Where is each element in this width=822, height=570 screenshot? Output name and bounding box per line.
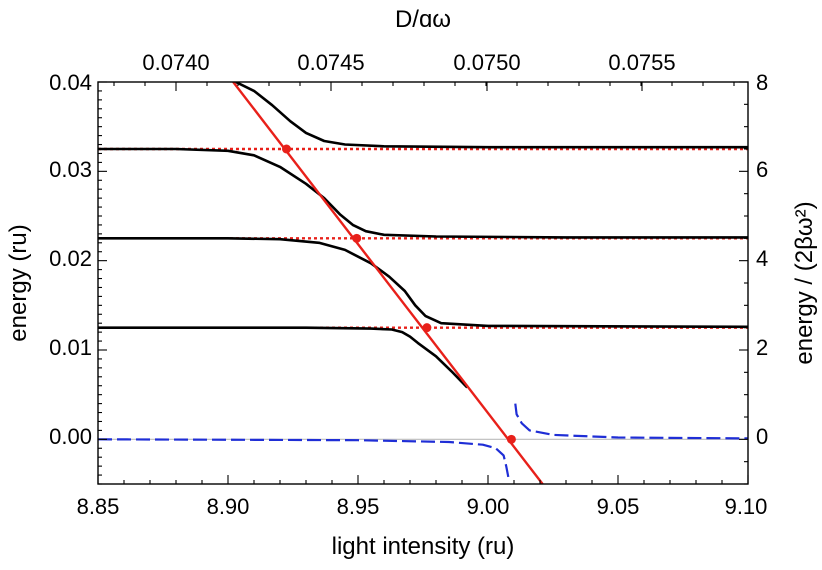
right-tick-labels: 0 2 4 6 8 xyxy=(756,70,768,449)
level-curve xyxy=(235,82,748,149)
crossing-marker xyxy=(282,144,291,154)
right-axis-title: energy / (2βω²) xyxy=(791,201,818,364)
top-tick-label: 0.0755 xyxy=(608,50,675,75)
x-tick-label: 8.90 xyxy=(207,494,250,519)
right-tick-label: 4 xyxy=(756,246,768,271)
dashed-curve xyxy=(98,438,510,478)
x-tick-label: 9.10 xyxy=(725,494,768,519)
crossing-marker xyxy=(506,434,516,444)
level-curve xyxy=(98,237,748,329)
top-axis-title: D/ɑω xyxy=(395,6,451,33)
crossing-marker xyxy=(352,233,362,243)
dashed-curve xyxy=(514,403,748,440)
right-tick-label: 0 xyxy=(756,424,768,449)
x-tick-label: 9.00 xyxy=(467,494,510,519)
y-tick-label: 0.04 xyxy=(49,70,92,95)
plot-lines xyxy=(98,82,748,484)
crossing-line xyxy=(232,82,544,484)
y-tick-label: 0.03 xyxy=(49,157,92,182)
plot-frame xyxy=(97,81,749,485)
y-tick-label: 0.00 xyxy=(49,424,92,449)
axis-ticks xyxy=(97,81,749,485)
y-tick-label: 0.01 xyxy=(49,335,92,360)
top-tick-label: 0.0750 xyxy=(453,50,520,75)
x-axis-title: light intensity (ru) xyxy=(332,533,515,560)
bottom-tick-labels: 8.85 8.90 8.95 9.00 9.05 9.10 xyxy=(77,494,768,519)
level-curve xyxy=(98,326,469,389)
x-tick-label: 8.85 xyxy=(77,494,120,519)
crossing-marker xyxy=(422,323,432,333)
x-tick-label: 8.95 xyxy=(337,494,380,519)
right-tick-label: 6 xyxy=(756,157,768,182)
level-curve xyxy=(98,147,748,239)
top-tick-label: 0.0740 xyxy=(142,50,209,75)
x-tick-label: 9.05 xyxy=(597,494,640,519)
y-axis-title: energy (ru) xyxy=(5,224,32,341)
top-tick-label: 0.0745 xyxy=(297,50,364,75)
right-tick-label: 2 xyxy=(756,335,768,360)
top-tick-labels: 0.0740 0.0745 0.0750 0.0755 xyxy=(142,50,675,75)
left-tick-labels: 0.00 0.01 0.02 0.03 0.04 xyxy=(49,70,92,449)
y-tick-label: 0.02 xyxy=(49,246,92,271)
right-tick-label: 8 xyxy=(756,70,768,95)
